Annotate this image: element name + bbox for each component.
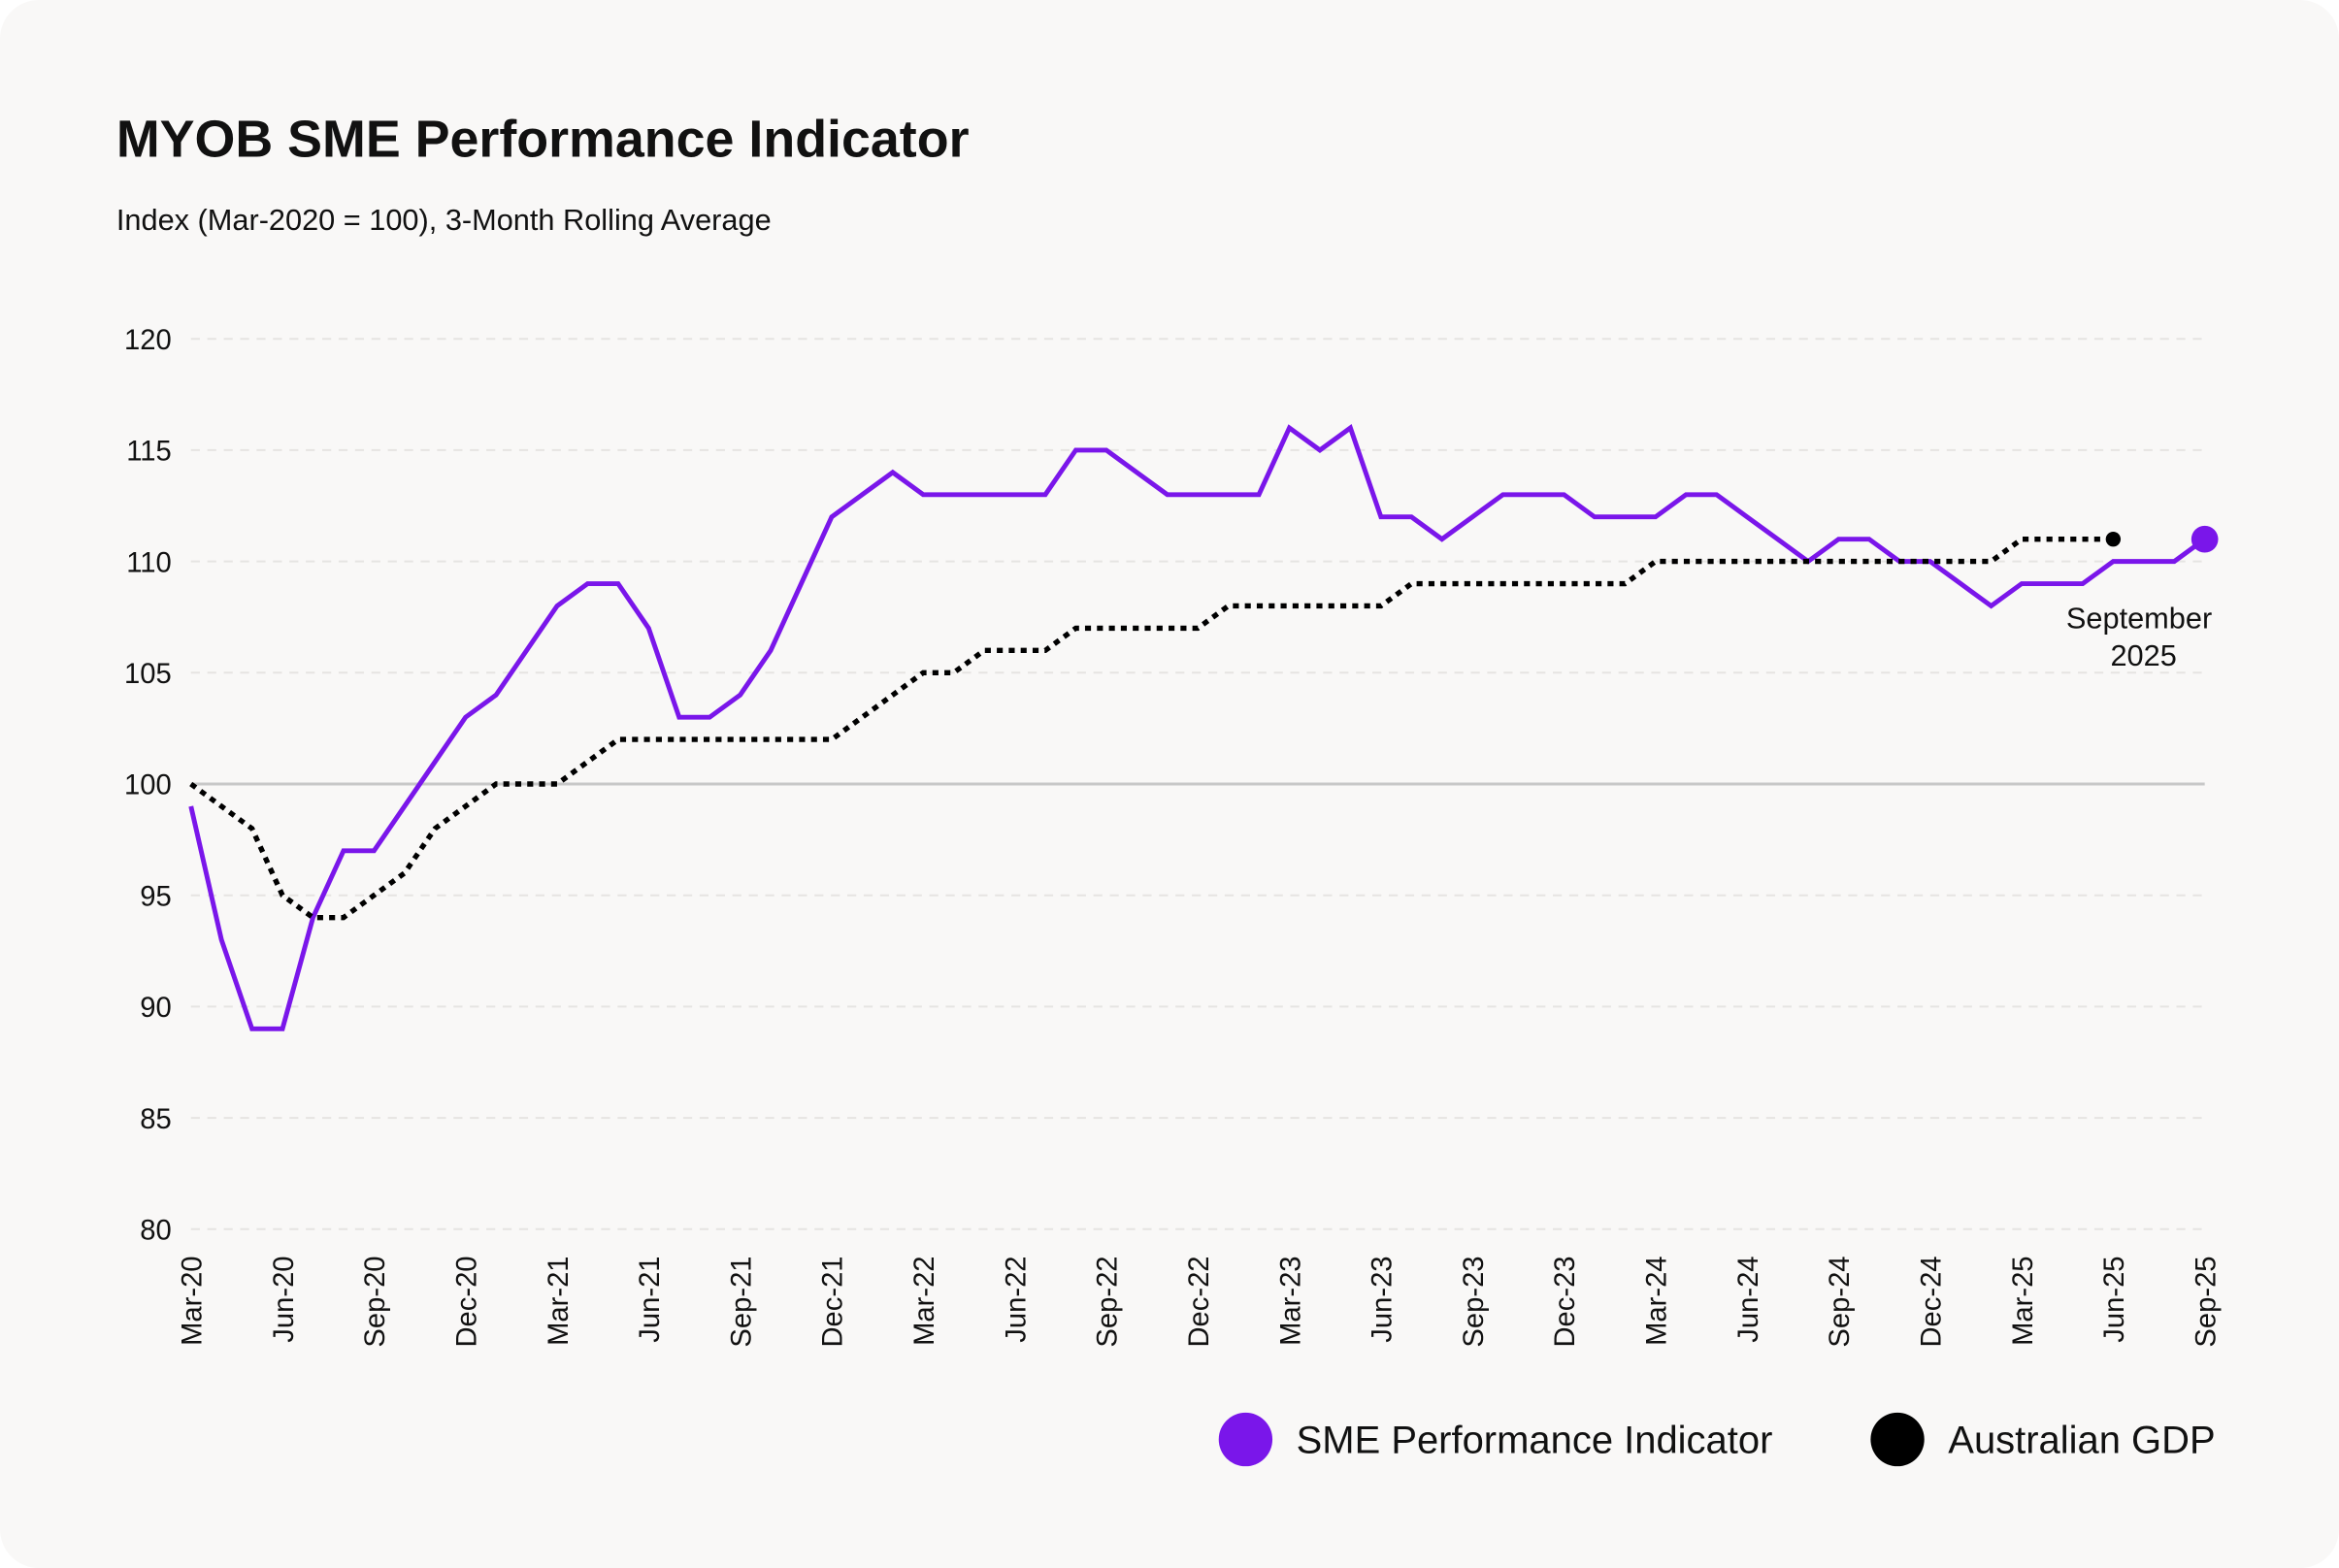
x-tick-label: Mar-22 (909, 1256, 940, 1345)
x-tick-label: Sep-22 (1093, 1256, 1124, 1347)
series-line-gdp (189, 536, 2114, 921)
x-tick-label: Sep-24 (1825, 1256, 1856, 1347)
y-tick-label: 105 (124, 659, 172, 690)
legend-label-sme: SME Performance Indicator (1297, 1419, 1773, 1461)
annotation-line-2: 2025 (2110, 638, 2176, 672)
y-tick-label: 85 (140, 1104, 171, 1135)
chart-subtitle: Index (Mar-2020 = 100), 3-Month Rolling … (116, 203, 772, 237)
x-tick-label: Jun-23 (1367, 1256, 1399, 1342)
y-tick-label: 80 (140, 1216, 171, 1247)
x-tick-label: Dec-24 (1916, 1256, 1947, 1347)
x-tick-label: Mar-25 (2008, 1256, 2039, 1345)
y-tick-label: 120 (124, 325, 172, 356)
end-marker-sme (2191, 525, 2219, 553)
y-tick-label: 95 (140, 881, 171, 912)
x-tick-label: Dec-22 (1184, 1256, 1215, 1347)
y-tick-label: 100 (124, 770, 172, 801)
y-tick-label: 90 (140, 993, 171, 1024)
end-marker-gdp (2105, 531, 2122, 547)
x-tick-label: Dec-20 (451, 1256, 482, 1347)
x-tick-label: Jun-24 (1733, 1256, 1764, 1342)
x-tick-label: Mar-21 (544, 1256, 575, 1345)
legend-marker-sme (1218, 1412, 1273, 1467)
x-tick-label: Jun-22 (1001, 1256, 1032, 1342)
x-tick-label: Sep-25 (2191, 1256, 2222, 1347)
x-tick-label: Dec-23 (1550, 1256, 1581, 1347)
x-tick-label: Sep-20 (360, 1256, 391, 1347)
x-tick-label: Jun-21 (635, 1256, 666, 1342)
legend-marker-gdp (1870, 1412, 1925, 1467)
x-tick-label: Sep-23 (1459, 1256, 1490, 1347)
y-tick-label: 110 (126, 547, 172, 578)
x-tick-label: Jun-20 (269, 1256, 300, 1342)
x-tick-label: Sep-21 (726, 1256, 757, 1347)
legend-label-gdp: Australian GDP (1948, 1419, 2215, 1461)
x-tick-label: Dec-21 (818, 1256, 849, 1347)
x-tick-label: Jun-25 (2099, 1256, 2130, 1342)
series-line-sme (188, 424, 2207, 1031)
x-tick-label: Mar-24 (1642, 1256, 1673, 1345)
y-tick-label: 115 (126, 437, 172, 468)
x-tick-label: Mar-20 (177, 1256, 208, 1345)
legend: SME Performance Indicator Australian GDP (1218, 1412, 2216, 1467)
x-tick-label: Mar-23 (1275, 1256, 1306, 1345)
annotation-line-1: September (2066, 601, 2212, 635)
chart-title: MYOB SME Performance Indicator (116, 111, 970, 169)
